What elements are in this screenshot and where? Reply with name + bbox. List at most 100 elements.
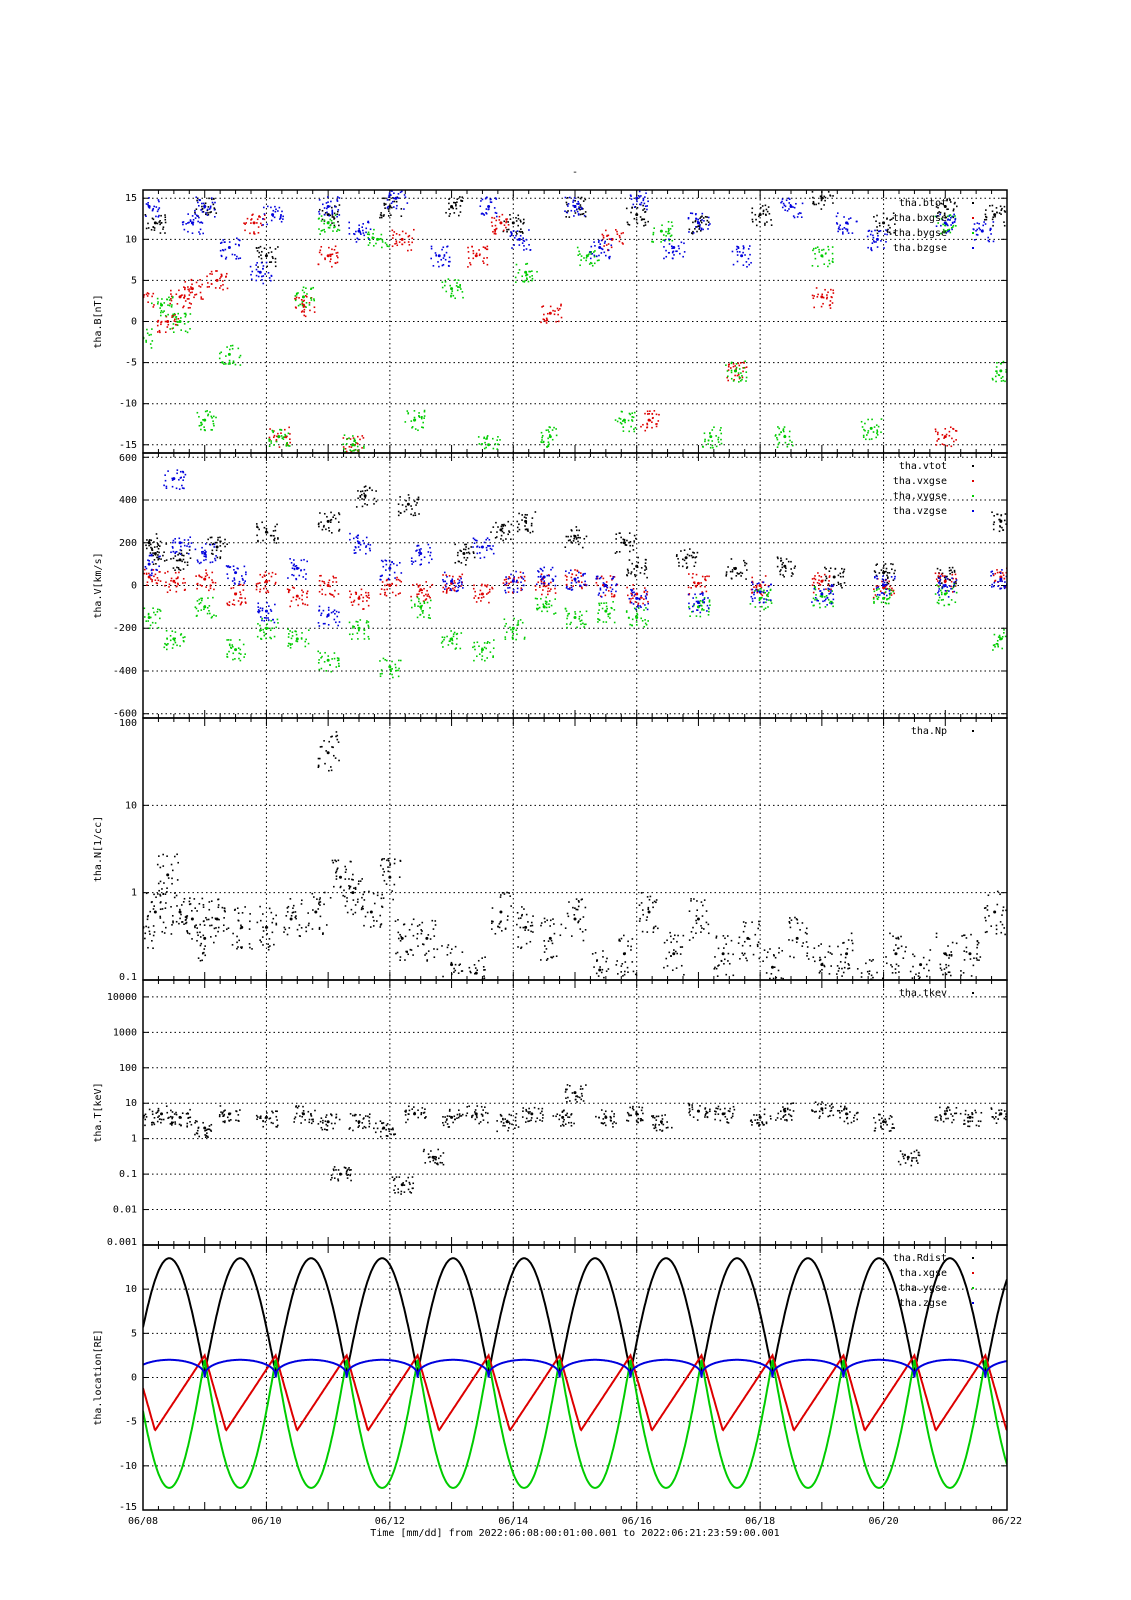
data-point-tha-vxgse bbox=[412, 584, 414, 586]
data-point-tha-btot bbox=[759, 206, 762, 209]
data-point-tha-bzgse bbox=[279, 217, 282, 219]
data-point-tha-bzgse bbox=[331, 210, 334, 213]
data-point-tha-btot bbox=[274, 265, 277, 268]
data-point-tha-vtot bbox=[632, 549, 635, 551]
data-point-tha-bxgse bbox=[173, 320, 176, 322]
data-point-tha-bzgse bbox=[336, 199, 338, 201]
data-point-tha-vtot bbox=[366, 504, 369, 506]
data-point-tha-vzgse bbox=[428, 561, 430, 564]
data-point-tha-bygse bbox=[1005, 368, 1007, 371]
data-point-tha-vtot bbox=[256, 534, 258, 537]
data-point-tha-vtot bbox=[371, 489, 373, 492]
data-point-tha-bygse bbox=[738, 381, 740, 383]
data-point-tha-bzgse bbox=[637, 195, 640, 197]
data-point-tha-btot bbox=[937, 212, 939, 214]
data-point-tha-vygse bbox=[451, 639, 454, 642]
data-point-tha-bygse bbox=[212, 415, 215, 418]
data-point-tha-vxgse bbox=[368, 597, 370, 599]
data-point-tha-bygse bbox=[381, 239, 384, 241]
data-point-tha-btot bbox=[565, 216, 567, 218]
data-point-tha-bzgse bbox=[566, 211, 569, 214]
data-point-tha-bzgse bbox=[191, 215, 194, 217]
data-point-tha-vygse bbox=[200, 597, 202, 600]
data-point-tha-vzgse bbox=[516, 587, 519, 590]
data-point-tha-btot bbox=[878, 222, 881, 224]
data-point-tha-vygse bbox=[580, 619, 583, 622]
data-point-tha-bxgse bbox=[182, 306, 184, 309]
data-point-tha-vtot bbox=[410, 505, 412, 507]
data-point-tha-vtot bbox=[333, 514, 336, 516]
data-point-tha-vzgse bbox=[1000, 587, 1003, 590]
data-point-tha-bxgse bbox=[505, 220, 508, 222]
data-point-tha-bxgse bbox=[743, 362, 745, 364]
data-point-tha-vzgse bbox=[575, 581, 578, 584]
data-point-tha-bygse bbox=[1005, 371, 1007, 373]
data-point-tha-bygse bbox=[319, 233, 322, 235]
data-point-tha-bzgse bbox=[327, 196, 329, 198]
data-point-tha-vygse bbox=[513, 617, 515, 620]
data-point-tha-vtot bbox=[257, 540, 259, 543]
data-point-tha-vzgse bbox=[384, 559, 387, 562]
data-point-tha-bzgse bbox=[202, 202, 205, 205]
data-point-tha-btot bbox=[515, 217, 517, 219]
data-point-tha-vxgse bbox=[994, 572, 997, 575]
data-point-tha-bzgse bbox=[699, 224, 701, 226]
data-point-tha-bygse bbox=[306, 293, 308, 295]
data-point-tha-bygse bbox=[1004, 380, 1006, 383]
data-point-tha-vtot bbox=[825, 575, 827, 578]
data-point-tha-bzgse bbox=[483, 214, 486, 216]
data-point-tha-vtot bbox=[219, 557, 222, 560]
data-point-tha-bygse bbox=[452, 294, 455, 297]
data-point-tha-vzgse bbox=[702, 599, 704, 602]
data-point-tha-bzgse bbox=[523, 249, 525, 251]
data-anchor-tha-vygse bbox=[203, 605, 207, 609]
data-point-tha-bzgse bbox=[510, 232, 513, 235]
data-point-tha-vtot bbox=[323, 524, 325, 527]
data-point-tha-vygse bbox=[367, 621, 370, 623]
data-point-tha-bzgse bbox=[793, 216, 796, 219]
data-point-tha-bzgse bbox=[838, 226, 840, 228]
data-point-tha-vzgse bbox=[318, 625, 321, 627]
data-point-tha-vzgse bbox=[203, 559, 205, 562]
data-point-tha-vzgse bbox=[762, 591, 765, 594]
data-point-tha-bygse bbox=[585, 257, 588, 259]
data-point-tha-bygse bbox=[547, 437, 549, 440]
data-point-tha-vzgse bbox=[295, 565, 298, 567]
data-point-tha-bzgse bbox=[236, 255, 238, 258]
data-point-tha-bygse bbox=[423, 409, 426, 412]
data-point-tha-bygse bbox=[549, 426, 551, 429]
data-point-tha-vygse bbox=[243, 656, 245, 658]
data-point-tha-bzgse bbox=[195, 196, 198, 199]
data-point-tha-vzgse bbox=[631, 594, 633, 597]
data-point-tha-vxgse bbox=[146, 584, 148, 586]
data-point-tha-vtot bbox=[507, 520, 510, 523]
data-point-tha-bxgse bbox=[191, 291, 193, 294]
data-point-tha-vtot bbox=[216, 541, 218, 544]
data-point-tha-vxgse bbox=[580, 586, 583, 589]
data-point-tha-bygse bbox=[717, 441, 720, 443]
data-point-tha-bzgse bbox=[234, 254, 236, 256]
data-point-tha-bzgse bbox=[781, 206, 784, 209]
data-point-tha-vxgse bbox=[477, 597, 480, 600]
data-point-tha-vxgse bbox=[505, 581, 508, 583]
data-point-tha-vzgse bbox=[522, 578, 525, 580]
data-point-tha-vzgse bbox=[257, 602, 260, 605]
data-point-tha-vzgse bbox=[186, 545, 188, 547]
data-point-tha-bzgse bbox=[594, 245, 596, 247]
data-point-tha-vzgse bbox=[213, 546, 216, 548]
data-point-tha-bygse bbox=[173, 312, 176, 315]
data-point-tha-vzgse bbox=[333, 618, 336, 621]
data-point-tha-vzgse bbox=[165, 487, 168, 490]
data-point-tha-vxgse bbox=[542, 589, 544, 591]
data-point-tha-vzgse bbox=[420, 548, 422, 550]
data-point-tha-vtot bbox=[633, 568, 635, 570]
y-tick-label: -5 bbox=[125, 358, 137, 369]
data-point-tha-bxgse bbox=[216, 270, 218, 272]
data-point-tha-btot bbox=[584, 211, 587, 213]
data-point-tha-bzgse bbox=[871, 242, 874, 244]
data-point-tha-btot bbox=[574, 212, 577, 214]
data-point-tha-vxgse bbox=[474, 595, 477, 597]
data-point-tha-bzgse bbox=[784, 209, 786, 211]
data-point-tha-vygse bbox=[607, 615, 610, 618]
data-point-tha-vxgse bbox=[599, 595, 602, 598]
